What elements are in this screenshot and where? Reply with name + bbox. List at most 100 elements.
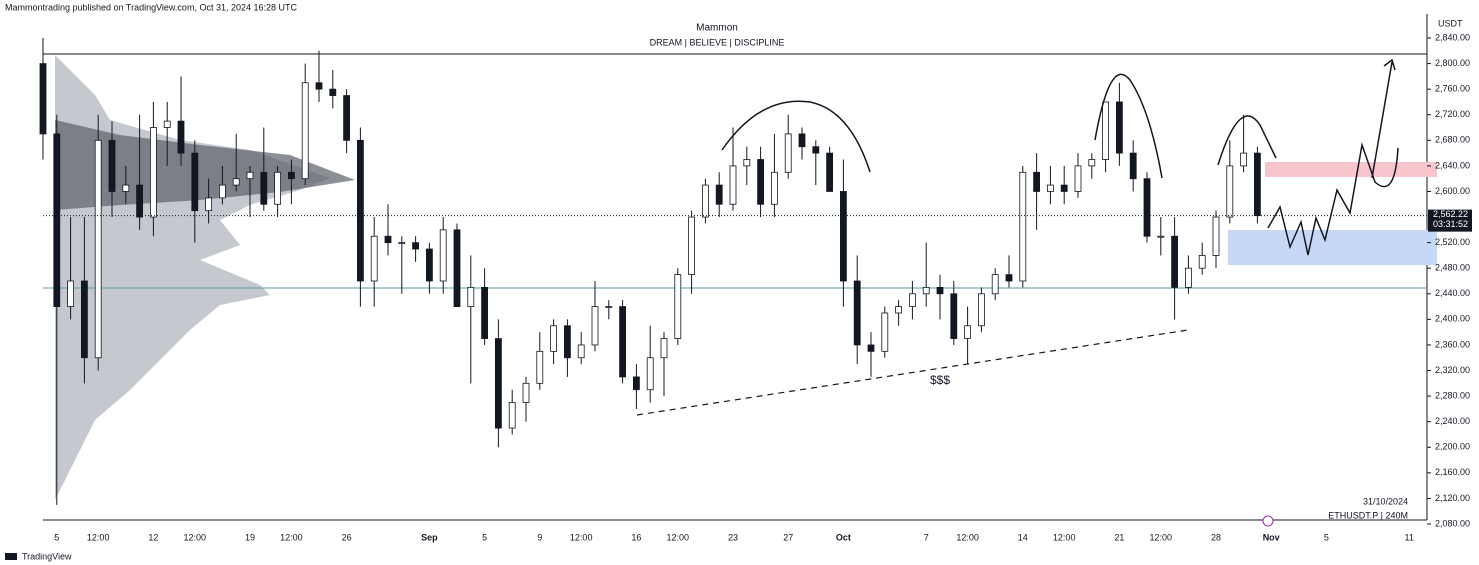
candle-body [315,82,323,90]
candle-body [1060,184,1068,192]
candle-body [287,171,295,180]
candle-body [743,159,751,167]
candle-body [246,171,254,180]
candle-body [605,306,613,308]
candle-body [425,248,433,282]
candle-body [922,286,930,295]
published: Mammontrading published on TradingView.c… [5,2,297,12]
candle-body [840,191,847,282]
candle-body [564,325,571,359]
candle-body [1102,101,1109,160]
last-price-box [1428,209,1472,232]
candle-body [53,133,61,307]
x-tick-label: 27 [783,532,793,542]
candle-body [784,133,792,173]
candle-body [467,286,475,307]
candle-body [812,146,820,154]
y-tick-label: 2,400.00 [1435,314,1470,324]
candle-body [522,382,530,403]
candle-body [909,293,916,307]
candle-body [356,139,364,282]
candle-body [895,306,902,314]
candle-body [232,178,240,186]
candle-body [950,293,958,339]
x-tick-label: 7 [924,532,929,542]
candle-body [136,184,144,218]
candle-body [715,184,723,205]
candle-body [577,344,585,359]
candle-body [674,274,682,339]
candle-body [481,286,489,339]
candle-body [536,350,544,384]
x-tick-label: 19 [245,532,255,542]
x-tick-label: 12:00 [667,532,690,542]
x-tick-label: 12:00 [956,532,979,542]
x-tick-label: 5 [54,532,59,542]
event-icon[interactable] [1262,515,1274,527]
x-tick-label: 12:00 [1053,532,1076,542]
candle-body [1157,235,1165,238]
y-tick-label: 2,440.00 [1435,288,1470,298]
x-tick-label: 12:00 [184,532,207,542]
candle-body [619,306,626,378]
arc [1094,73,1163,179]
candle-body [398,242,406,245]
projection [1267,142,1399,256]
candle-body [826,152,833,192]
candle-body [1074,165,1082,192]
candle-body [881,312,889,352]
candle-body [978,293,985,327]
candle-body [1226,165,1234,218]
candle-body [550,325,557,352]
candle-body [853,280,861,346]
candle-body [1005,274,1013,282]
candle-body [1198,255,1206,269]
x-tick-label: 12 [148,532,158,542]
candle-body [1129,152,1137,180]
arc [1217,115,1277,166]
footer [0,548,1479,565]
candle-body [1088,159,1096,167]
candle-body [412,242,420,250]
candle-body [218,184,226,199]
chart-title: Mammon [696,23,738,34]
candle-body [163,120,171,128]
candle-body [1212,216,1220,256]
candle-body [867,344,875,352]
candle-body [1047,184,1054,192]
symbol: ETHUSDT.P | 240M [1328,510,1408,520]
x-tick-label: 11 [1405,532,1414,542]
candle-body [964,325,971,339]
candle-body [453,229,461,307]
y-tick-label: 2,320.00 [1435,365,1470,375]
x-tick-label: 5 [1324,532,1329,542]
candle-body [508,402,516,429]
candle-body [798,133,806,148]
candle-body [108,139,116,192]
arc [721,100,871,173]
x-tick-label: 12:00 [1150,532,1173,542]
candle-body [1185,267,1192,288]
date-label: 31/10/2024 [1363,496,1408,506]
x-tick-label: 26 [342,532,352,542]
candle-body [370,235,378,282]
candle-body [660,338,668,359]
candle-body [343,95,351,141]
candle-body [260,171,268,205]
y-tick-label: 2,600.00 [1435,186,1470,196]
candle-body [494,338,502,429]
candle-body [1240,152,1247,167]
candle-body [81,280,88,359]
candle-body [702,184,709,218]
candle-body [633,376,640,391]
countdown: 03:31:52 [1433,219,1468,229]
x-tick-label: Oct [836,532,851,542]
y-tick-label: 2,680.00 [1435,135,1470,145]
candle-body [1033,171,1040,192]
candle-body [1116,101,1123,154]
candle-body [122,184,130,192]
last-price-label: 2,562.22 [1433,209,1468,219]
x-tick-label: Sep [421,532,438,542]
y-tick-label: 2,080.00 [1435,518,1470,528]
